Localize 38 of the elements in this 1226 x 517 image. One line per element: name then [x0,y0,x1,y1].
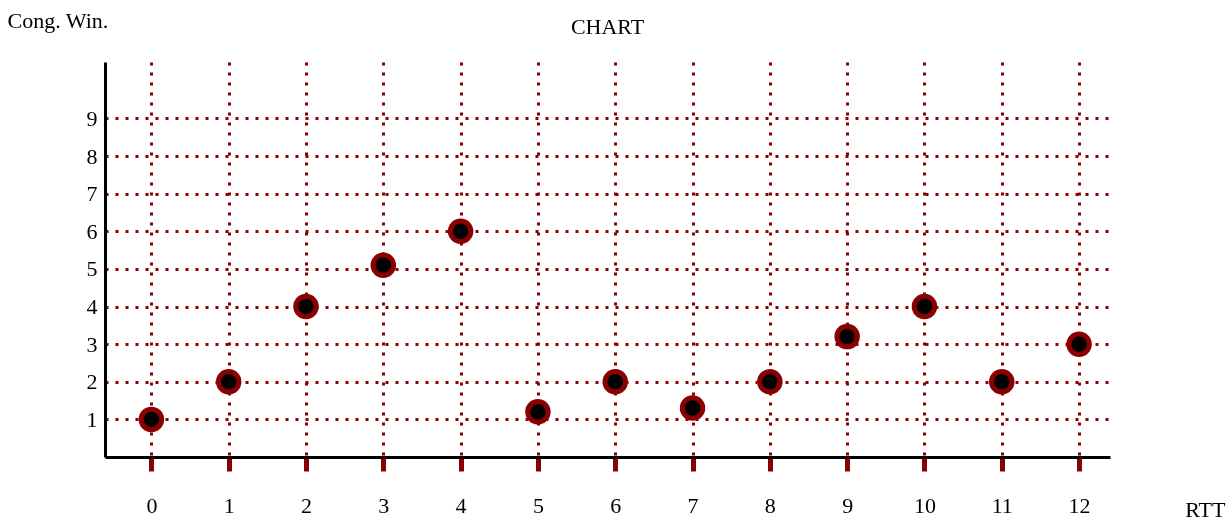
point [911,293,938,320]
x-tick-label: 0 [146,492,158,517]
y-tick-label: 4 [86,294,98,320]
x-tick-label: 5 [532,492,544,517]
chart-title: CHART [570,14,645,39]
y-axis-title: Cong. Win. [7,7,109,33]
point [679,395,706,421]
point [215,369,242,395]
y-tick-label: 9 [86,105,98,131]
y-tick-label: 1 [86,406,98,432]
x-tick-label: 7 [687,492,699,517]
x-tick-label: 4 [455,492,467,517]
x-tick-label: 1 [223,492,235,517]
point [370,252,397,278]
y-tick-label: 6 [86,218,98,244]
x-tick-label: 10 [913,492,936,517]
x-tick-label: 8 [764,492,776,517]
y-tick-label: 3 [86,331,98,357]
x-tick-label: 9 [842,492,854,517]
point [525,399,551,425]
x-tick-label: 6 [610,492,622,517]
y-tick-label: 7 [86,181,98,207]
point [602,369,628,395]
point [293,293,319,320]
point [834,323,860,350]
x-tick-label: 3 [378,492,390,517]
point [1066,331,1092,357]
x-tick-label: 11 [991,492,1013,517]
y-tick-label: 8 [86,143,98,169]
point [138,406,165,433]
x-tick-label: 12 [1068,492,1091,517]
y-tick-label: 2 [86,369,98,395]
point [757,369,783,395]
y-tick-label: 5 [86,256,98,282]
x-tick-label: 2 [301,492,312,517]
point [447,218,474,245]
x-axis-title: RTT [1185,496,1226,517]
point [989,369,1015,395]
